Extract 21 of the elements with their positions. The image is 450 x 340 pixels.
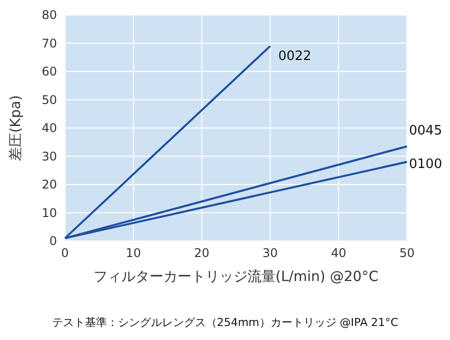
- x-tick-label: 50: [399, 246, 415, 260]
- x-tick-label: 10: [126, 246, 142, 260]
- y-tick-label: 60: [42, 64, 57, 78]
- x-tick-label: 20: [194, 246, 210, 260]
- y-tick-label: 0: [49, 234, 57, 248]
- series-label: 0022: [278, 49, 312, 64]
- text: テスト基準：シングルレングス（254mm）カートリッジ @IPA 21°C: [52, 316, 398, 329]
- x-tick-label: 0: [61, 246, 69, 260]
- y-tick-label: 20: [42, 178, 57, 192]
- y-tick-label: 50: [42, 92, 57, 107]
- x-tick-label: 30: [262, 246, 278, 260]
- y-tick-label: 70: [42, 36, 57, 50]
- y-tick-label: 30: [42, 149, 57, 164]
- y-tick-label: 10: [42, 206, 57, 220]
- y-tick-label: 80: [42, 8, 57, 22]
- series-label: 0045: [409, 123, 442, 138]
- series-label: 0100: [409, 156, 442, 172]
- y-tick-label: 40: [42, 121, 57, 135]
- y-axis-title: 差圧(Kpa): [8, 95, 24, 161]
- x-tick-label: 40: [330, 246, 346, 260]
- x-axis-title: フィルターカートリッジ流量(L/min) @20°C: [94, 269, 379, 285]
